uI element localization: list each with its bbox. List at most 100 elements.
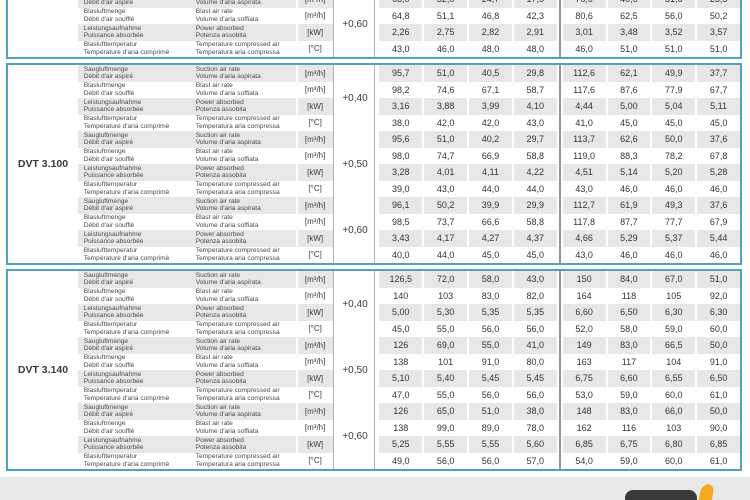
label-it: Volume d'aria soffiata [195, 221, 259, 229]
label-group: Blasluftmenge Débit d'air soufflé Blast ai… [77, 81, 296, 98]
value-cell: 42,3 [513, 7, 557, 24]
value-cell: 91,0 [697, 353, 740, 370]
unit-cell: [m³/h] [297, 197, 334, 214]
label-de-fr: Blaslufttemperatur Température d'aria com… [78, 181, 190, 196]
column-gap [295, 164, 298, 181]
label-fr: Débit d'air aspiré [83, 411, 133, 419]
value-cell: 32,0 [424, 0, 468, 8]
column-gap [295, 65, 298, 82]
column-group-separator [558, 24, 561, 41]
unit-cell: [m³/h] [297, 7, 334, 24]
value-cell: 104 [652, 353, 696, 370]
label-it: Potenza assobita [195, 32, 247, 40]
label-group: Blasluftmenge Débit d'air soufflé Blast ai… [77, 147, 296, 164]
label-en-it: Power absorbed Potenza assobita [190, 371, 296, 386]
value-cell: 49,9 [652, 65, 696, 82]
unit-cell: [m³/h] [297, 271, 334, 288]
value-cell: 5,37 [652, 230, 696, 247]
unit-cell: [°C] [297, 40, 334, 57]
value-cell: 42,0 [424, 114, 468, 131]
value-cell: 4,51 [562, 164, 606, 181]
value-cell: 78,2 [652, 147, 696, 164]
label-en: Suction air rate [195, 271, 241, 279]
label-en-it: Power absorbed Potenza assobita [190, 305, 296, 320]
value-cell: 5,29 [607, 230, 651, 247]
table-row: Blaslufttemperatur Température d'aria com… [8, 114, 740, 131]
value-cell: 58,8 [513, 147, 557, 164]
column-group-separator [558, 65, 561, 82]
label-it: Potenza assobita [195, 444, 247, 452]
label-group: Blasluftmenge Débit d'air soufflé Blast ai… [77, 213, 296, 230]
label-fr: Puissance absorbée [83, 172, 144, 180]
label-it: Temperatura aria compressa [195, 254, 280, 262]
column-gap [295, 0, 298, 8]
pressure-column-spacer [333, 114, 376, 131]
label-en: Temperature compressed air [195, 41, 280, 49]
value-cell: 3,52 [652, 24, 696, 41]
pressure-column-spacer [333, 230, 376, 247]
value-cell: 5,40 [424, 370, 468, 387]
model-column-spacer [8, 320, 78, 337]
value-cell: 49,0 [379, 452, 423, 469]
value-cell: 51,1 [424, 7, 468, 24]
label-en: Power absorbed [195, 98, 244, 106]
value-cell: 5,00 [379, 304, 423, 321]
label-en: Suction air rate [195, 337, 241, 345]
value-cell: 6,80 [652, 436, 696, 453]
pressure-value: +0,40 [342, 298, 368, 310]
column-gap [295, 271, 298, 288]
pressure-block: +0,50 Saugluftmenge Débit d'air aspiré Suct… [8, 337, 740, 403]
label-en: Power absorbed [195, 370, 244, 378]
label-group: Leistungsaufnahme Puissance absorbée Power… [77, 230, 296, 247]
model-column-spacer [8, 164, 78, 181]
table-row: Leistungsaufnahme Puissance absorbée Power… [8, 230, 740, 247]
unit-cell: [m³/h] [297, 287, 334, 304]
label-de-fr: Blasluftmenge Débit d'air soufflé [78, 354, 190, 369]
column-gap [295, 7, 298, 24]
value-cell: 105 [652, 287, 696, 304]
table-row: Blaslufttemperatur Température d'aria com… [8, 386, 740, 403]
value-cell: 43,0 [513, 271, 557, 288]
value-cell: 37,6 [697, 131, 740, 148]
unit-cell: [°C] [297, 114, 334, 131]
value-cell: 83,0 [607, 337, 651, 354]
value-cell: 162 [562, 419, 606, 436]
value-cell: 84,0 [607, 271, 651, 288]
value-cell: 138 [379, 353, 423, 370]
unit-cell: [m³/h] [297, 0, 334, 8]
label-it: Volume d'aria aspirata [195, 73, 261, 81]
column-group-separator [558, 114, 561, 131]
value-cell: 51,0 [697, 271, 740, 288]
pressure-block: +0,40 Saugluftmenge Débit d'air aspiré Suct… [8, 65, 740, 131]
model-column-spacer [8, 213, 78, 230]
value-cell: 74,6 [424, 81, 468, 98]
value-cell: 61,9 [607, 197, 651, 214]
label-en-it: Blast air rate Volume d'aria soffiata [190, 148, 296, 163]
model-label [8, 0, 78, 57]
label-en-it: Blast air rate Volume d'aria soffiata [190, 8, 296, 23]
value-cell: 47,0 [379, 386, 423, 403]
value-cell: 87,6 [607, 81, 651, 98]
label-it: Potenza assobita [195, 172, 247, 180]
value-cell: 62,6 [607, 131, 651, 148]
label-de: Blaslufttemperatur [83, 321, 138, 329]
value-cell: 67,8 [697, 147, 740, 164]
table-row: Blasluftmenge Débit d'air soufflé Blast ai… [8, 353, 740, 370]
value-cell: 138 [379, 419, 423, 436]
value-cell: 6,30 [652, 304, 696, 321]
label-en-it: Blast air rate Volume d'aria soffiata [190, 288, 296, 303]
table-row: Blaslufttemperatur Température d'aria com… [8, 320, 740, 337]
label-fr: Température d'aria comprimé [83, 188, 170, 196]
model-column-spacer [8, 40, 78, 57]
value-cell: 5,30 [424, 304, 468, 321]
value-cell: 43,0 [379, 40, 423, 57]
label-en-it: Temperature compressed air Temperatura ar… [190, 41, 296, 56]
value-cell: 5,20 [652, 164, 696, 181]
pressure-column-spacer [333, 370, 376, 387]
value-cell: 99,0 [424, 419, 468, 436]
